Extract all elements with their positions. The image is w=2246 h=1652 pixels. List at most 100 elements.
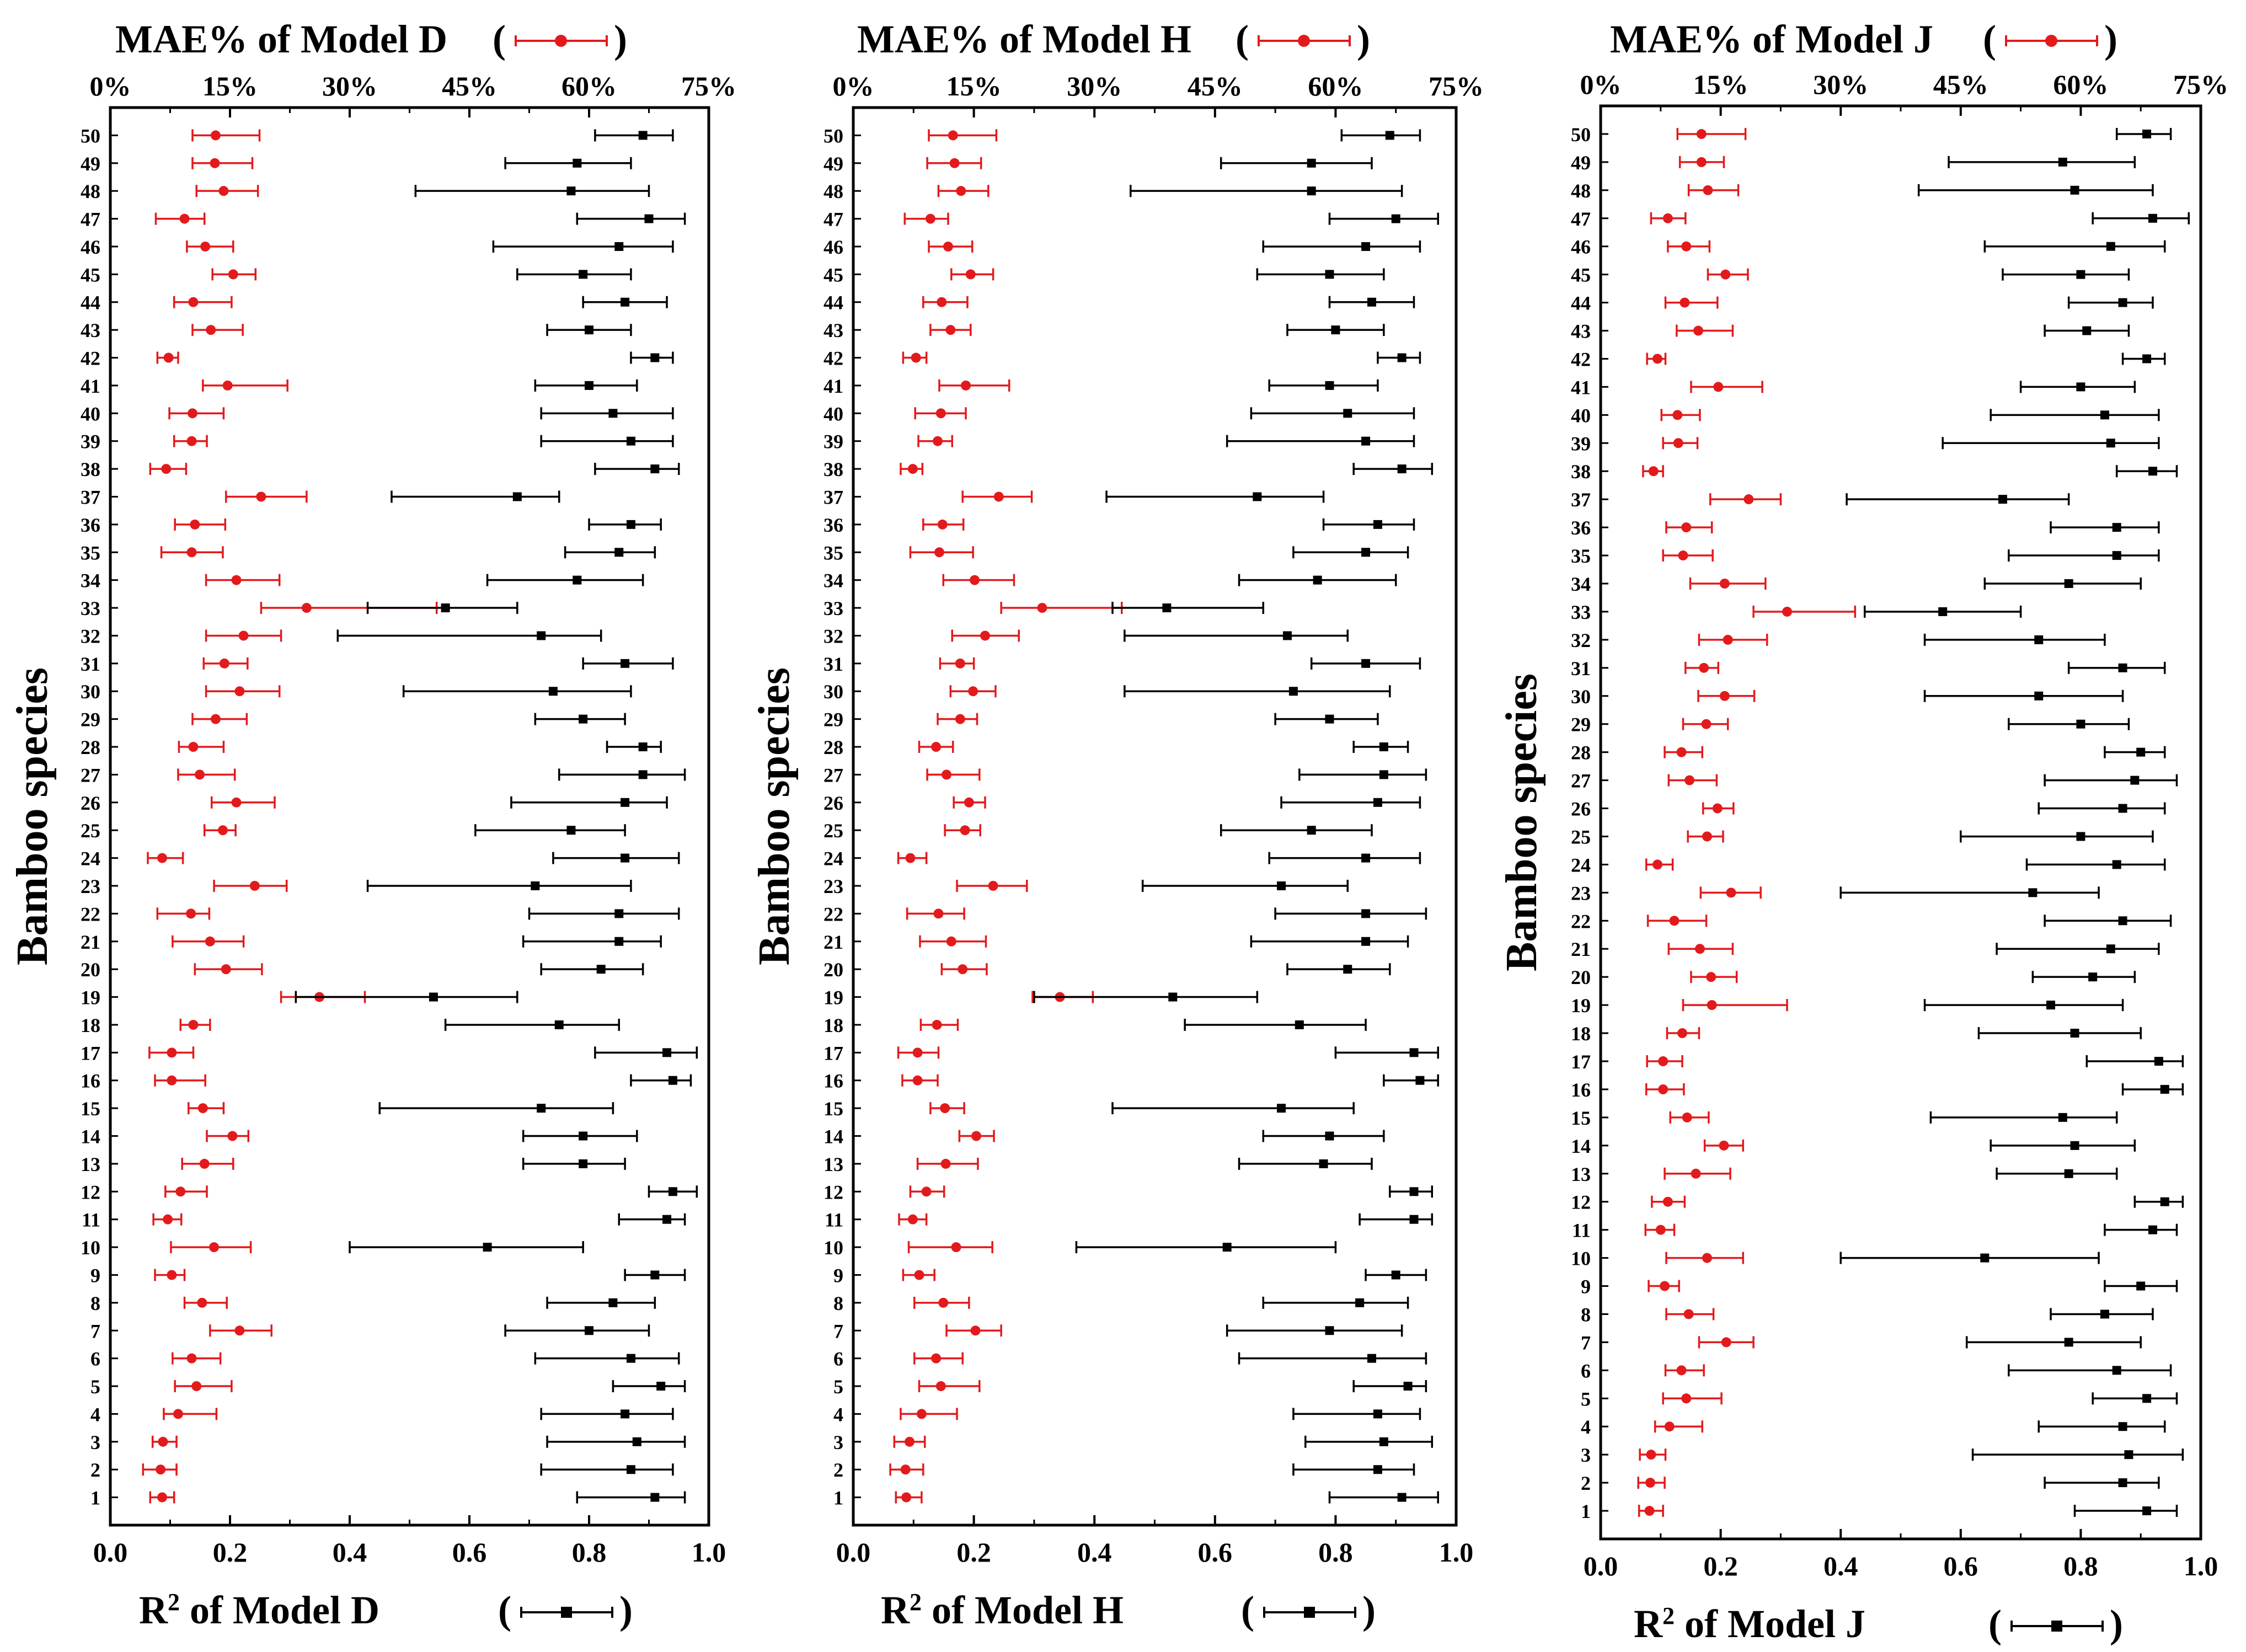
y-tick-label: 41: [81, 375, 100, 397]
legend-mae-marker: [555, 35, 567, 47]
y-tick-label: 43: [81, 319, 100, 341]
y-tick-label: 10: [81, 1237, 100, 1259]
mae-point: [907, 1214, 918, 1225]
x-top-tick-label: 60%: [2053, 69, 2108, 100]
mae-point: [186, 908, 196, 919]
r2-point: [1282, 631, 1292, 640]
mae-point: [206, 325, 216, 335]
bottom-title: R2 of Model H: [881, 1588, 1124, 1632]
r2-point: [1379, 1437, 1388, 1446]
y-tick-label: 28: [823, 736, 843, 758]
y-tick-label: 38: [823, 458, 843, 480]
mae-point: [191, 1381, 202, 1392]
y-tick-label: 41: [823, 375, 843, 397]
mae-point: [1682, 1112, 1692, 1122]
mae-point: [914, 1270, 924, 1280]
mae-point: [921, 1186, 932, 1197]
legend-paren: ): [2104, 17, 2117, 61]
y-tick-label: 5: [833, 1376, 843, 1398]
y-tick-label: 30: [823, 681, 843, 703]
y-tick-label: 42: [1571, 348, 1591, 370]
mae-point: [1782, 606, 1793, 617]
y-tick-label: 34: [1571, 573, 1591, 595]
r2-point: [585, 381, 593, 390]
r2-point: [1355, 1298, 1365, 1307]
mae-point: [937, 297, 947, 307]
x-top-tick-label: 45%: [1933, 69, 1988, 100]
y-tick-label: 47: [1571, 208, 1591, 230]
r2-point: [626, 436, 635, 446]
mae-point: [197, 1103, 208, 1114]
y-tick-label: 28: [81, 736, 100, 758]
r2-point: [2100, 410, 2109, 420]
r2-point: [626, 1465, 635, 1474]
x-top-tick-label: 0%: [833, 71, 874, 101]
top-title: MAE% of Model D: [115, 17, 447, 61]
mae-point: [958, 964, 968, 975]
y-axis-label: Bamboo species: [8, 667, 57, 965]
mae-point: [228, 269, 238, 280]
y-tick-label: 42: [81, 347, 100, 370]
mae-point: [1723, 634, 1733, 645]
r2-point: [2064, 579, 2073, 588]
y-tick-label: 14: [823, 1126, 843, 1148]
y-tick-label: 45: [81, 264, 100, 286]
x-top-tick-label: 75%: [1429, 71, 1484, 101]
x-top-tick-label: 60%: [562, 71, 617, 101]
series-mae: [142, 129, 438, 1504]
mae-point: [1712, 803, 1723, 814]
y-tick-label: 26: [823, 792, 843, 814]
r2-point: [1397, 353, 1407, 362]
mae-point: [1703, 185, 1713, 195]
r2-point: [2088, 972, 2098, 982]
x-bottom-tick-label: 0.6: [452, 1537, 487, 1568]
legend-r2-marker: [1304, 1607, 1315, 1618]
mae-point: [231, 797, 242, 808]
r2-point: [1403, 1382, 1413, 1391]
r2-point: [1288, 687, 1298, 696]
r2-point: [626, 520, 635, 529]
legend-mae-marker: [2045, 35, 2057, 47]
mae-point: [234, 686, 245, 697]
mae-point: [1676, 747, 1687, 757]
mae-point: [945, 325, 956, 335]
y-tick-label: 21: [823, 931, 843, 953]
mae-point: [1669, 916, 1680, 926]
r2-point: [2142, 1506, 2152, 1516]
legend-paren: (: [1983, 17, 1996, 61]
legend-paren: (: [1236, 17, 1249, 61]
mae-point: [1691, 1168, 1701, 1179]
y-tick-label: 6: [90, 1348, 100, 1370]
y-tick-label: 3: [90, 1431, 100, 1453]
y-tick-label: 35: [81, 542, 100, 564]
mae-point: [1719, 1140, 1729, 1151]
mae-point: [905, 1436, 915, 1447]
mae-point: [1648, 466, 1659, 477]
y-tick-label: 2: [90, 1459, 100, 1481]
x-bottom-tick-label: 0.4: [333, 1537, 367, 1568]
mae-point: [964, 797, 974, 808]
y-tick-label: 21: [81, 931, 100, 953]
x-top-tick-label: 15%: [1693, 69, 1748, 100]
mae-point: [163, 1214, 173, 1225]
mae-point: [210, 130, 221, 141]
legend-paren: ): [1362, 1588, 1376, 1632]
r2-point: [656, 1382, 666, 1391]
r2-point: [1391, 214, 1400, 223]
r2-point: [585, 1326, 593, 1335]
x-top-tick-label: 15%: [202, 71, 258, 101]
mae-point: [167, 1075, 177, 1086]
r2-point: [1277, 881, 1286, 890]
mae-point: [1702, 1253, 1712, 1263]
y-tick-label: 27: [1571, 770, 1591, 792]
y-tick-label: 47: [823, 208, 843, 231]
r2-point: [1307, 158, 1316, 168]
series-r2: [1033, 129, 1439, 1504]
r2-point: [2070, 1029, 2079, 1038]
mae-point: [256, 491, 266, 502]
r2-point: [1361, 853, 1371, 863]
mae-point: [955, 658, 965, 669]
y-tick-label: 11: [1572, 1220, 1591, 1242]
top-title: MAE% of Model J: [1610, 17, 1933, 61]
